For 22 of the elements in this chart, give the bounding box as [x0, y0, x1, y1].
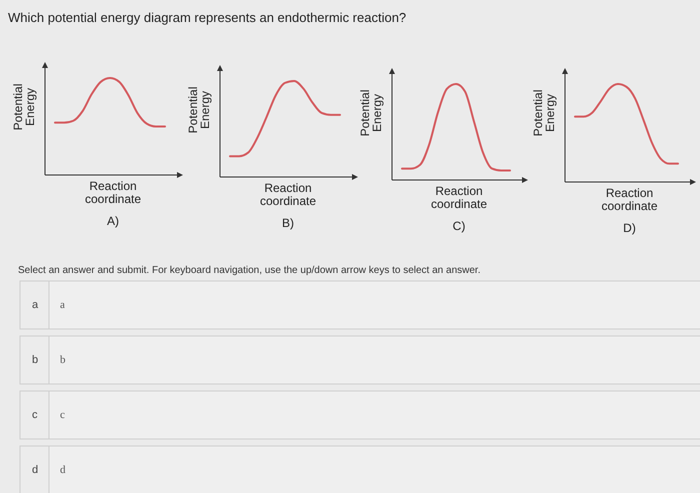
text: a — [32, 299, 39, 311]
text: b — [60, 354, 66, 366]
text: C) — [452, 219, 466, 233]
x-axis-title: Reaction coordinate — [260, 181, 316, 208]
text: b — [32, 354, 38, 366]
text: A) — [107, 214, 120, 228]
text: d — [60, 464, 66, 476]
text: c — [32, 409, 38, 421]
x-axis-title: Reaction coordinate — [601, 186, 658, 213]
text: B) — [282, 216, 294, 230]
text: c — [60, 409, 65, 421]
text: d — [32, 464, 38, 476]
text: Which potential energy diagram represents an endothermic reaction? — [8, 10, 406, 25]
x-axis-title: Reaction coordinate — [84, 179, 142, 206]
text: D) — [623, 221, 636, 235]
y-axis-title: Potential Energy — [531, 90, 557, 136]
y-axis-title: Potential Energy — [11, 84, 37, 130]
x-axis-title: Reaction coordinate — [430, 184, 488, 211]
y-axis-title: Potential Energy — [358, 90, 384, 136]
text: a — [60, 299, 65, 311]
y-axis-title: Potential Energy — [186, 86, 212, 134]
text: Select an answer and submit. For keyboard navigation, use the up/down arrow keys to select an answer. — [18, 265, 480, 276]
